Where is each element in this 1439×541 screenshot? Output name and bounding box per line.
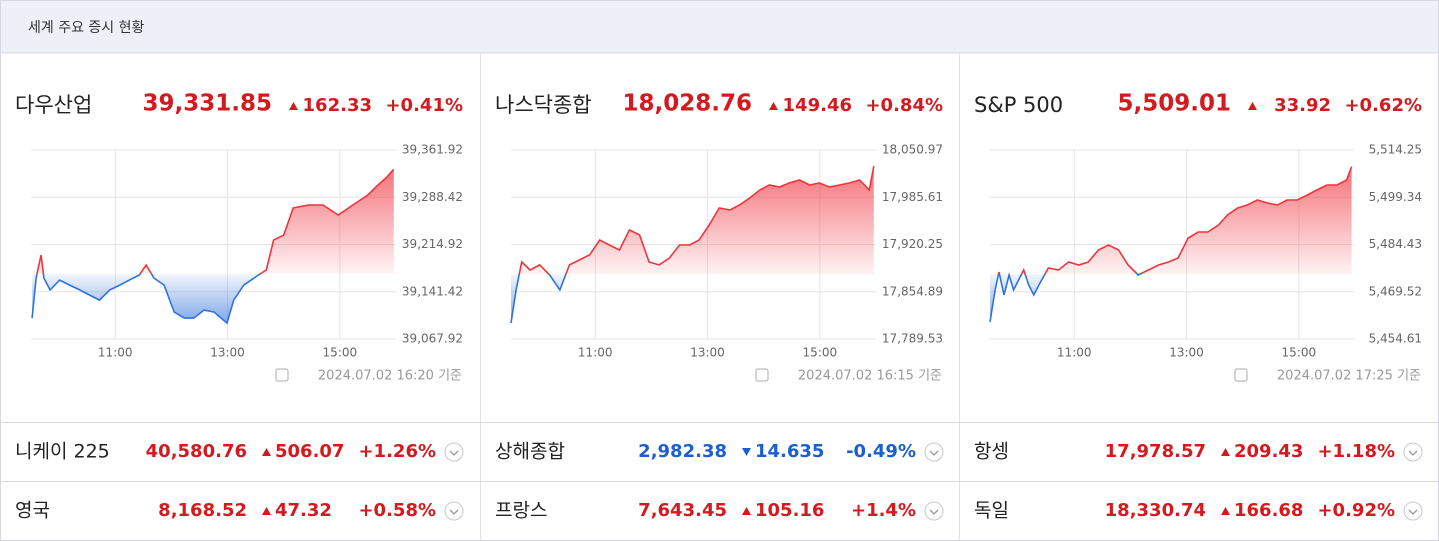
x-tick-label: 11:00 bbox=[98, 346, 133, 360]
y-tick-label: 39,214.92 bbox=[402, 237, 463, 251]
x-tick-label: 15:00 bbox=[1282, 346, 1317, 360]
area bbox=[990, 166, 1352, 322]
y-tick-label: 5,514.25 bbox=[1369, 143, 1422, 157]
index-change: 162.33 bbox=[303, 95, 372, 116]
row-change-pct: +1.18% bbox=[1317, 441, 1395, 462]
y-tick-label: 39,361.92 bbox=[402, 143, 463, 157]
x-tick-label: 13:00 bbox=[1169, 346, 1204, 360]
index-change-pct: +0.84% bbox=[865, 95, 943, 116]
y-tick-label: 17,789.53 bbox=[882, 332, 943, 346]
area bbox=[32, 169, 394, 324]
row-change-pct: +1.4% bbox=[851, 500, 916, 521]
expand-button[interactable] bbox=[924, 501, 944, 521]
row-change: 166.68 bbox=[1234, 500, 1303, 521]
y-tick-label: 5,499.34 bbox=[1369, 190, 1422, 204]
row-name: 니케이 225 bbox=[15, 441, 110, 463]
x-tick-label: 11:00 bbox=[1057, 346, 1092, 360]
index-change: 149.46 bbox=[783, 95, 852, 116]
row-name: 영국 bbox=[15, 500, 50, 522]
y-tick-label: 39,288.42 bbox=[402, 190, 463, 204]
timestamp: 2024.07.02 16:15 기준 bbox=[798, 369, 942, 384]
row-price: 2,982.38 bbox=[638, 441, 727, 462]
row-price: 40,580.76 bbox=[146, 441, 247, 462]
price-line bbox=[989, 166, 1353, 323]
row-price: 18,330.74 bbox=[1105, 500, 1206, 521]
row-change-pct: +0.58% bbox=[358, 500, 436, 521]
row-change: 105.16 bbox=[755, 500, 824, 521]
y-tick-label: 17,985.61 bbox=[882, 190, 943, 204]
change-arrow bbox=[289, 102, 298, 110]
x-tick-label: 15:00 bbox=[803, 346, 838, 360]
index-name: 다우산업 bbox=[15, 93, 92, 117]
row-name: 프랑스 bbox=[495, 500, 547, 522]
expand-chevron bbox=[929, 450, 939, 456]
row-price: 8,168.52 bbox=[158, 500, 247, 521]
expand-chevron bbox=[449, 509, 459, 515]
clock-icon bbox=[755, 368, 769, 382]
y-tick-label: 39,067.92 bbox=[402, 332, 463, 346]
row-price: 17,978.57 bbox=[1105, 441, 1206, 462]
change-arrow bbox=[769, 102, 778, 110]
row-name: 상해종합 bbox=[495, 441, 565, 463]
area bbox=[511, 166, 874, 323]
index-name: 나스닥종합 bbox=[495, 93, 592, 117]
change-arrow bbox=[1248, 102, 1257, 110]
x-tick-label: 13:00 bbox=[210, 346, 245, 360]
y-tick-label: 5,469.52 bbox=[1369, 284, 1422, 298]
y-tick-label: 5,484.43 bbox=[1369, 237, 1422, 251]
expand-chevron bbox=[1408, 509, 1418, 515]
timestamp: 2024.07.02 17:25 기준 bbox=[1277, 369, 1421, 384]
expand-button[interactable] bbox=[1403, 442, 1423, 462]
row-change: 47.32 bbox=[275, 500, 332, 521]
header-bar bbox=[1, 1, 1438, 53]
index-name: S&P 500 bbox=[974, 93, 1063, 117]
y-tick-label: 5,454.61 bbox=[1369, 332, 1422, 346]
x-tick-label: 11:00 bbox=[578, 346, 613, 360]
timestamp: 2024.07.02 16:20 기준 bbox=[318, 369, 462, 384]
change-arrow bbox=[262, 507, 271, 515]
x-tick-label: 13:00 bbox=[690, 346, 725, 360]
expand-button[interactable] bbox=[444, 442, 464, 462]
expand-chevron bbox=[929, 509, 939, 515]
expand-button[interactable] bbox=[444, 501, 464, 521]
expand-chevron bbox=[449, 450, 459, 456]
y-tick-label: 17,854.89 bbox=[882, 284, 943, 298]
row-change: 209.43 bbox=[1234, 441, 1303, 462]
row-change-pct: +1.26% bbox=[358, 441, 436, 462]
index-price: 18,028.76 bbox=[623, 91, 753, 117]
row-name: 독일 bbox=[974, 500, 1009, 522]
price-line bbox=[510, 165, 875, 324]
expand-button[interactable] bbox=[924, 442, 944, 462]
row-change-pct: +0.92% bbox=[1317, 500, 1395, 521]
y-tick-label: 18,050.97 bbox=[882, 143, 943, 157]
expand-button[interactable] bbox=[1403, 501, 1423, 521]
change-arrow bbox=[1221, 448, 1230, 456]
index-change-pct: +0.41% bbox=[385, 95, 463, 116]
clock-icon bbox=[1234, 368, 1248, 382]
clock-icon bbox=[275, 368, 289, 382]
y-tick-label: 17,920.25 bbox=[882, 237, 943, 251]
y-tick-label: 39,141.42 bbox=[402, 284, 463, 298]
index-change-pct: +0.62% bbox=[1344, 95, 1422, 116]
index-price: 5,509.01 bbox=[1118, 91, 1232, 117]
change-arrow bbox=[1221, 507, 1230, 515]
row-name: 항셍 bbox=[974, 441, 1009, 463]
header-title: 세계 주요 증시 현황 bbox=[28, 20, 145, 36]
expand-chevron bbox=[1408, 450, 1418, 456]
change-arrow bbox=[262, 448, 271, 456]
row-change: 14.635 bbox=[755, 441, 824, 462]
row-change-pct: -0.49% bbox=[846, 441, 916, 462]
change-arrow bbox=[742, 507, 751, 515]
index-price: 39,331.85 bbox=[143, 91, 273, 117]
row-change: 506.07 bbox=[275, 441, 344, 462]
row-price: 7,643.45 bbox=[638, 500, 727, 521]
x-tick-label: 15:00 bbox=[323, 346, 358, 360]
index-change: 33.92 bbox=[1274, 95, 1331, 116]
change-arrow bbox=[742, 448, 751, 456]
price-line bbox=[31, 168, 395, 325]
